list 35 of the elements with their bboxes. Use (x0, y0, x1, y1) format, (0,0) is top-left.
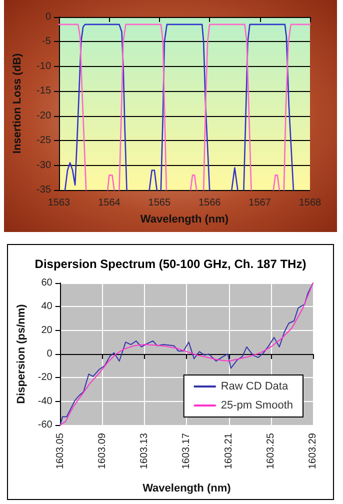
y-tick-label: -60 (38, 420, 53, 430)
y-tick-label: -5 (42, 36, 52, 48)
y-tick-label: 0 (46, 348, 53, 360)
x-tick-label: 1563 (48, 198, 71, 208)
x-tick-label: 1603.25 (265, 432, 276, 470)
x-tick-label: 1566 (198, 198, 222, 208)
y-axis-title: Dispersion (ps/nm) (16, 304, 28, 404)
legend-label: 25-pm Smooth (220, 400, 294, 412)
y-tick-label: -20 (36, 110, 52, 122)
y-tick-label: 20 (41, 324, 53, 336)
y-tick-label: -10 (36, 60, 52, 72)
x-tick-label: 1603.13 (139, 432, 150, 470)
y-tick-label: -30 (36, 160, 52, 171)
x-tick-label: 1565 (148, 198, 171, 208)
y-tick-label: -15 (36, 86, 52, 97)
legend-label: Raw CD Data (220, 380, 289, 392)
x-tick-label: 1603.21 (223, 432, 234, 470)
x-tick-label: 1603.05 (54, 432, 66, 470)
x-tick-label: 1564 (98, 198, 121, 208)
y-tick-label: -25 (36, 135, 52, 146)
x-tick-label: 1603.17 (181, 432, 192, 470)
y-tick-label: 60 (41, 278, 53, 288)
x-tick-label: 1603.09 (96, 432, 108, 470)
y-tick-label: -20 (38, 372, 53, 384)
x-tick-label: 1568 (298, 198, 322, 208)
y-tick-label: -35 (36, 184, 52, 196)
y-axis-title: Insertion Loss (dB) (12, 53, 24, 154)
x-axis-title: Wavelength (nm) (140, 214, 229, 226)
y-tick-label: -40 (38, 396, 53, 407)
y-tick-label: 0 (45, 12, 52, 22)
chart-title: Dispersion Spectrum (50-100 GHz, Ch. 187 THz) (34, 257, 306, 271)
y-tick-label: 40 (41, 301, 53, 312)
x-tick-label: 1567 (248, 198, 272, 208)
x-axis-title: Wavelength (nm) (142, 482, 232, 494)
x-tick-label: 1603.29 (308, 432, 318, 470)
